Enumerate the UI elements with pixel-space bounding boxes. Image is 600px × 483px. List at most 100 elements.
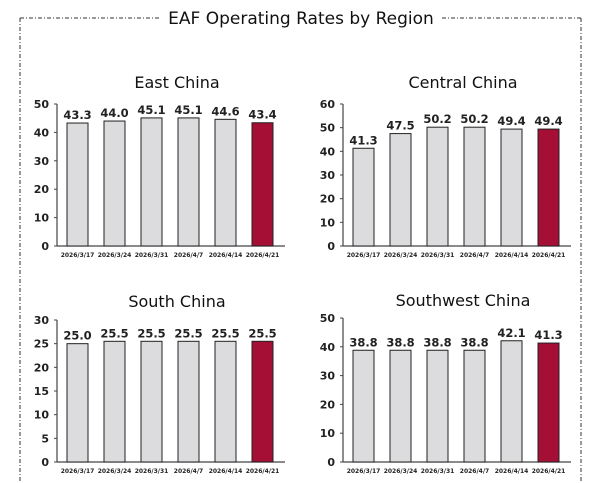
y-tick-label: 10: [34, 409, 50, 422]
x-tick-label: 2026/3/17: [347, 468, 381, 475]
panel-title: East China: [134, 73, 219, 92]
figure-title: EAF Operating Rates by Region: [168, 9, 434, 29]
y-tick-label: 50: [320, 312, 336, 325]
bar: [389, 133, 412, 247]
data-label: 41.3: [349, 133, 377, 147]
y-tick-label: 10: [320, 216, 336, 229]
bar: [426, 349, 449, 463]
data-label: 45.1: [137, 103, 165, 117]
x-tick-label: 2026/4/21: [246, 468, 280, 475]
bar: [500, 340, 523, 463]
data-label: 25.5: [100, 326, 128, 340]
y-tick-label: 20: [320, 398, 336, 411]
panel-south-china: South China 0 5 10 15 20 25 30 25.0 2026/3/17 25.5…: [34, 292, 285, 475]
x-tick-label: 2026/4/14: [209, 252, 243, 259]
x-tick-label: 2026/3/24: [98, 252, 132, 259]
x-tick-label: 2026/3/17: [61, 252, 95, 259]
data-label: 25.0: [63, 329, 91, 343]
x-tick-label: 2026/3/24: [384, 252, 418, 259]
bar: [500, 128, 523, 247]
panel-southwest-china: Southwest China 0 10 20 30 40 50 38.8 2026/3/17 3…: [320, 291, 571, 475]
y-tick-label: 10: [34, 212, 50, 225]
x-tick-label: 2026/3/24: [98, 468, 132, 475]
y-tick-label: 30: [320, 169, 336, 182]
data-label: 49.4: [497, 114, 525, 128]
y-tick-label: 20: [34, 183, 50, 196]
bar: [103, 120, 126, 247]
data-label: 47.5: [386, 119, 414, 133]
y-tick-label: 40: [320, 145, 336, 158]
x-tick-label: 2026/4/14: [209, 468, 243, 475]
bar: [463, 126, 486, 247]
x-tick-label: 2026/3/31: [135, 252, 169, 259]
bar: [140, 117, 163, 247]
y-tick-label: 10: [320, 427, 336, 440]
x-tick-label: 2026/3/31: [421, 468, 455, 475]
bar: [426, 126, 449, 247]
y-tick-label: 50: [34, 98, 50, 111]
bar: [66, 343, 89, 463]
x-tick-label: 2026/3/17: [347, 252, 381, 259]
bar: [251, 340, 274, 463]
data-label: 43.3: [63, 108, 91, 122]
data-label: 41.3: [534, 328, 562, 342]
x-tick-label: 2026/4/7: [460, 252, 489, 259]
data-label: 50.2: [423, 112, 451, 126]
bar: [251, 122, 274, 247]
data-label: 38.8: [349, 335, 377, 349]
y-tick-label: 20: [320, 193, 336, 206]
bar: [214, 118, 237, 247]
data-label: 25.5: [137, 326, 165, 340]
data-label: 45.1: [174, 103, 202, 117]
x-tick-label: 2026/4/21: [532, 252, 566, 259]
y-tick-label: 5: [41, 432, 49, 445]
x-tick-label: 2026/4/21: [532, 468, 566, 475]
data-label: 50.2: [460, 112, 488, 126]
outer-frame: [19, 17, 582, 483]
x-tick-label: 2026/4/14: [495, 252, 529, 259]
x-tick-label: 2026/3/24: [384, 468, 418, 475]
bar: [177, 340, 200, 463]
bar: [463, 349, 486, 463]
bar: [537, 128, 560, 247]
x-tick-label: 2026/4/14: [495, 468, 529, 475]
y-tick-label: 0: [327, 240, 335, 253]
y-tick-label: 0: [41, 240, 49, 253]
y-tick-label: 40: [34, 126, 50, 139]
data-label: 25.5: [211, 326, 239, 340]
panel-title: Central China: [408, 73, 517, 92]
y-tick-label: 15: [34, 385, 49, 398]
data-label: 43.4: [248, 108, 276, 122]
data-label: 38.8: [386, 335, 414, 349]
y-tick-label: 50: [320, 122, 336, 135]
y-tick-label: 60: [320, 98, 336, 111]
x-tick-label: 2026/4/21: [246, 252, 280, 259]
bar: [177, 117, 200, 247]
x-tick-label: 2026/4/7: [460, 468, 489, 475]
bar: [103, 340, 126, 463]
y-tick-label: 25: [34, 338, 49, 351]
x-tick-label: 2026/4/7: [174, 468, 203, 475]
y-tick-label: 20: [34, 361, 50, 374]
x-tick-label: 2026/3/31: [421, 252, 455, 259]
bar: [66, 122, 89, 247]
bar: [214, 340, 237, 463]
data-label: 38.8: [460, 335, 488, 349]
bar: [140, 340, 163, 463]
y-tick-label: 30: [34, 155, 50, 168]
y-tick-label: 30: [34, 314, 50, 327]
panel-title: Southwest China: [396, 291, 531, 310]
bar: [537, 342, 560, 463]
x-tick-label: 2026/3/31: [135, 468, 169, 475]
y-tick-label: 0: [327, 456, 335, 469]
data-label: 49.4: [534, 114, 562, 128]
data-label: 42.1: [497, 326, 525, 340]
data-label: 25.5: [174, 326, 202, 340]
y-tick-label: 30: [320, 370, 336, 383]
bar: [352, 349, 375, 463]
data-label: 38.8: [423, 335, 451, 349]
panel-title: South China: [128, 292, 225, 311]
x-tick-label: 2026/4/7: [174, 252, 203, 259]
